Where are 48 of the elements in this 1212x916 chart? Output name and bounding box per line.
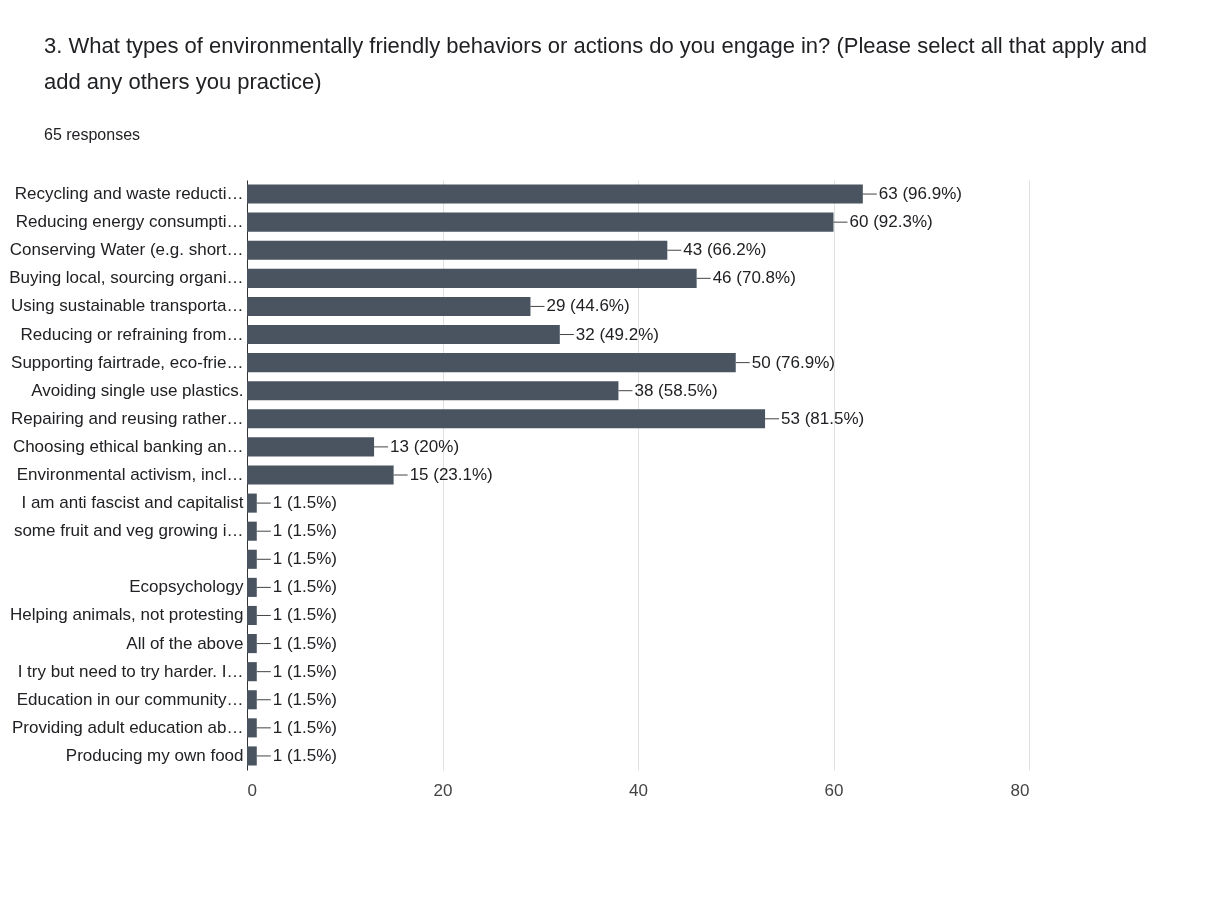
x-tick-label: 40 <box>629 780 648 800</box>
data-label: 1 (1.5%) <box>272 521 338 541</box>
data-label: 1 (1.5%) <box>272 549 338 569</box>
y-tick-label: Providing adult education ab… <box>11 717 244 737</box>
y-tick-label: Buying local, sourcing organi… <box>9 268 244 288</box>
data-label: 46 (70.8%) <box>712 268 796 288</box>
y-tick-label: Ecopsychology <box>129 577 244 597</box>
y-tick-label: Reducing or refraining from… <box>20 324 244 344</box>
chart-title: 3. What types of environmentally friendly behaviors or actions do you engage in? (Please select all that apply and add any others you practice) <box>44 32 1149 96</box>
data-label: 60 (92.3%) <box>849 212 933 232</box>
y-tick-label: All of the above <box>126 633 244 653</box>
x-tick-label: 80 <box>1010 780 1030 800</box>
data-label: 1 (1.5%) <box>272 605 338 625</box>
data-label: 1 (1.5%) <box>272 661 338 681</box>
y-tick-label: Environmental activism, incl… <box>16 465 244 484</box>
y-tick-label: some fruit and veg growing i… <box>13 521 244 541</box>
data-label: 50 (76.9%) <box>751 352 835 372</box>
data-label: 43 (66.2%) <box>683 240 767 260</box>
x-tick-label: 20 <box>433 780 453 800</box>
y-tick-label: Producing my own food <box>65 745 244 765</box>
y-tick-label: Reducing energy consumpti… <box>15 212 244 232</box>
data-label: 29 (44.6%) <box>546 296 630 316</box>
data-label: 63 (96.9%) <box>878 184 962 204</box>
x-tick-label: 0 <box>247 780 257 800</box>
y-tick-label: Helping animals, not protesting <box>10 605 244 625</box>
y-tick-label: Avoiding single use plastics. <box>31 380 244 400</box>
y-tick-label: Recycling and waste reducti… <box>14 184 244 204</box>
data-label: 1 (1.5%) <box>272 745 338 765</box>
data-label: 38 (58.5%) <box>634 380 718 400</box>
data-label: 1 (1.5%) <box>272 717 338 737</box>
data-label: 15 (23.1%) <box>409 465 493 484</box>
y-tick-label: I try but need to try harder. I… <box>17 661 244 681</box>
data-label: 13 (20%) <box>390 436 460 456</box>
y-tick-label: Choosing ethical banking an… <box>12 436 244 456</box>
text: 65 responses <box>44 126 141 144</box>
data-label: 1 (1.5%) <box>272 633 338 653</box>
y-tick-label: Using sustainable transporta… <box>11 296 244 316</box>
data-label: 1 (1.5%) <box>272 577 338 597</box>
data-label: 1 (1.5%) <box>272 689 338 709</box>
y-tick-label: I am anti fascist and capitalist <box>21 493 244 513</box>
y-tick-label: Education in our community… <box>16 689 244 709</box>
data-label: 1 (1.5%) <box>272 493 338 513</box>
y-tick-label: Conserving Water (e.g. short… <box>9 240 244 260</box>
y-tick-label: Repairing and reusing rather… <box>11 408 244 428</box>
data-label: 32 (49.2%) <box>575 324 659 344</box>
y-tick-label: Supporting fairtrade, eco-frie… <box>11 352 244 372</box>
data-label: 53 (81.5%) <box>781 408 865 428</box>
x-tick-label: 60 <box>824 780 844 800</box>
